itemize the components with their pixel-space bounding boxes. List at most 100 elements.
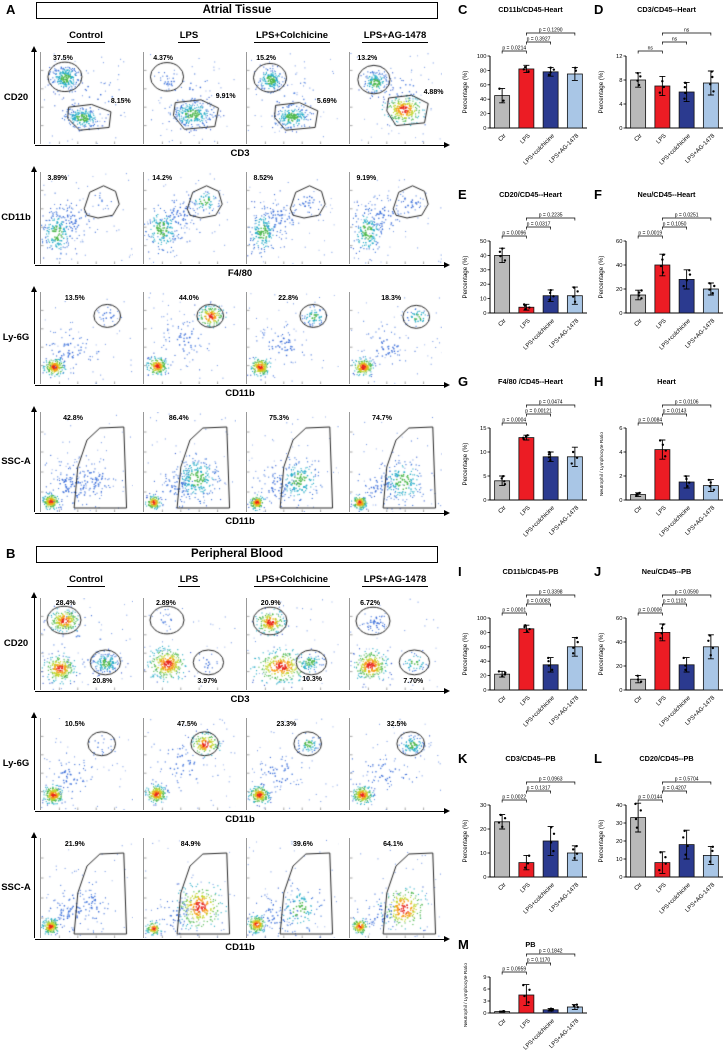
y-tick-label: 10 bbox=[480, 450, 486, 456]
chart-m: M PB 0 3 6 9 Neutrophil / Lymphocyte Ratio p = … bbox=[458, 937, 591, 1052]
data-point bbox=[572, 646, 575, 649]
data-point bbox=[523, 994, 526, 998]
column-header-2: LPS bbox=[143, 574, 235, 587]
flow-plot-a-row1-col1: 37.5% 8.15% bbox=[40, 52, 133, 144]
chart-letter: L bbox=[594, 751, 602, 766]
data-point bbox=[636, 79, 639, 82]
data-point bbox=[548, 451, 551, 454]
panel-letter: A bbox=[6, 2, 16, 17]
y-axis-label: SSC-A bbox=[1, 882, 31, 893]
p-value: p = 0.0006 bbox=[638, 608, 662, 614]
flow-plot-b-row2-col1: 10.5% bbox=[40, 718, 133, 810]
data-point bbox=[571, 652, 575, 655]
data-point bbox=[636, 71, 639, 75]
data-point bbox=[503, 817, 507, 820]
data-point bbox=[522, 436, 525, 440]
x-axis-label: CD11b bbox=[225, 942, 255, 953]
data-point bbox=[552, 849, 555, 853]
data-point bbox=[664, 449, 667, 452]
gate-percentage: 10.3% bbox=[302, 676, 323, 684]
significance-bracket bbox=[662, 603, 687, 607]
p-value: p = 0.0144 bbox=[638, 795, 662, 801]
y-axis-arrowhead-icon bbox=[31, 286, 38, 292]
data-point bbox=[503, 259, 507, 262]
data-point bbox=[659, 851, 662, 854]
y-axis-title: Percentage (%) bbox=[462, 633, 469, 676]
x-axis-label: CD11b bbox=[225, 388, 255, 399]
data-point bbox=[636, 674, 639, 677]
panel-title: Peripheral Blood bbox=[36, 546, 438, 563]
chart-letter: C bbox=[458, 2, 468, 17]
y-axis-title: Percentage (%) bbox=[462, 443, 469, 486]
data-point bbox=[661, 443, 665, 446]
error-bar bbox=[659, 75, 666, 97]
data-point bbox=[712, 488, 716, 491]
data-point bbox=[708, 485, 712, 488]
gate-percentage: 9.91% bbox=[215, 93, 236, 101]
data-point bbox=[664, 856, 667, 859]
panel-letter: B bbox=[6, 546, 16, 561]
data-point bbox=[684, 668, 687, 672]
x-axis-arrow bbox=[35, 385, 445, 386]
y-tick-label: 3 bbox=[483, 999, 486, 1005]
y-axis-label: Ly-6G bbox=[2, 332, 30, 343]
column-header-label: LPS+Colchicine bbox=[253, 30, 331, 43]
y-tick-label: 80 bbox=[480, 68, 486, 74]
data-point bbox=[712, 90, 715, 93]
significance-bracket bbox=[526, 226, 551, 230]
data-point bbox=[526, 434, 529, 437]
group-label: LPS bbox=[520, 695, 532, 707]
data-point bbox=[707, 639, 710, 642]
data-point bbox=[548, 291, 552, 295]
y-tick-label: 0 bbox=[619, 311, 622, 317]
column-header-1: Control bbox=[40, 574, 132, 587]
x-axis-arrow bbox=[35, 513, 445, 514]
p-value: p = 0.1842 bbox=[539, 949, 563, 955]
gate-percentage: 21.9% bbox=[64, 841, 85, 848]
flow-canvas bbox=[144, 718, 236, 810]
column-header-label: LPS+AG-1478 bbox=[361, 30, 429, 43]
flow-plot-b-row1-col1: 28.4% 20.8% bbox=[40, 598, 133, 690]
p-value: ns bbox=[672, 37, 678, 43]
gate-percentage: 9.19% bbox=[356, 174, 377, 182]
bar bbox=[542, 71, 559, 129]
y-axis-title: Percentage (%) bbox=[598, 633, 605, 676]
data-point bbox=[547, 656, 550, 660]
flow-canvas bbox=[41, 718, 133, 810]
column-header-label: LPS+Colchicine bbox=[253, 574, 331, 587]
data-point bbox=[503, 480, 506, 483]
chart-title: Neu/CD45--Heart bbox=[637, 190, 696, 199]
data-point bbox=[711, 845, 714, 849]
group-label: LPS bbox=[656, 695, 668, 707]
flow-canvas bbox=[247, 52, 339, 144]
flow-plot-b-row3-col4: 64.1% bbox=[349, 838, 442, 938]
chart-title: CD11b/CD45-Heart bbox=[498, 5, 563, 14]
chart-plot: 0 5 10 15 Percentage (%) p = 0.0004 p = 0.0012… bbox=[462, 400, 587, 539]
column-header-1: Control bbox=[40, 30, 132, 43]
gate-percentage: 74.7% bbox=[372, 415, 392, 422]
x-axis-arrowhead-icon bbox=[444, 382, 450, 389]
data-point bbox=[523, 866, 527, 869]
flow-plot-a-row1-col2: 4.37% 9.91% bbox=[143, 52, 236, 144]
significance-bracket bbox=[501, 422, 527, 426]
chart-title: Heart bbox=[657, 377, 676, 386]
gate-percentage: 44.0% bbox=[178, 294, 199, 302]
chart-title: F4/80 /CD45--Heart bbox=[498, 377, 563, 386]
gate-percentage: 22.8% bbox=[278, 294, 299, 302]
data-point bbox=[573, 300, 577, 303]
flow-canvas bbox=[144, 412, 236, 512]
data-point bbox=[709, 83, 712, 86]
y-axis-arrow bbox=[34, 412, 35, 512]
significance-bracket bbox=[526, 594, 576, 598]
gate-percentage: 39.6% bbox=[293, 841, 313, 848]
data-point bbox=[684, 91, 687, 95]
significance-bracket bbox=[662, 217, 712, 221]
y-tick-label: 20 bbox=[616, 839, 622, 845]
y-tick-label: 20 bbox=[480, 827, 486, 833]
significance-bracket bbox=[526, 790, 551, 794]
y-tick-label: 20 bbox=[480, 674, 486, 680]
y-tick-label: 60 bbox=[616, 616, 622, 622]
flow-plot-b-row2-col4: 32.5% bbox=[349, 718, 442, 810]
y-tick-label: 80 bbox=[480, 630, 486, 636]
